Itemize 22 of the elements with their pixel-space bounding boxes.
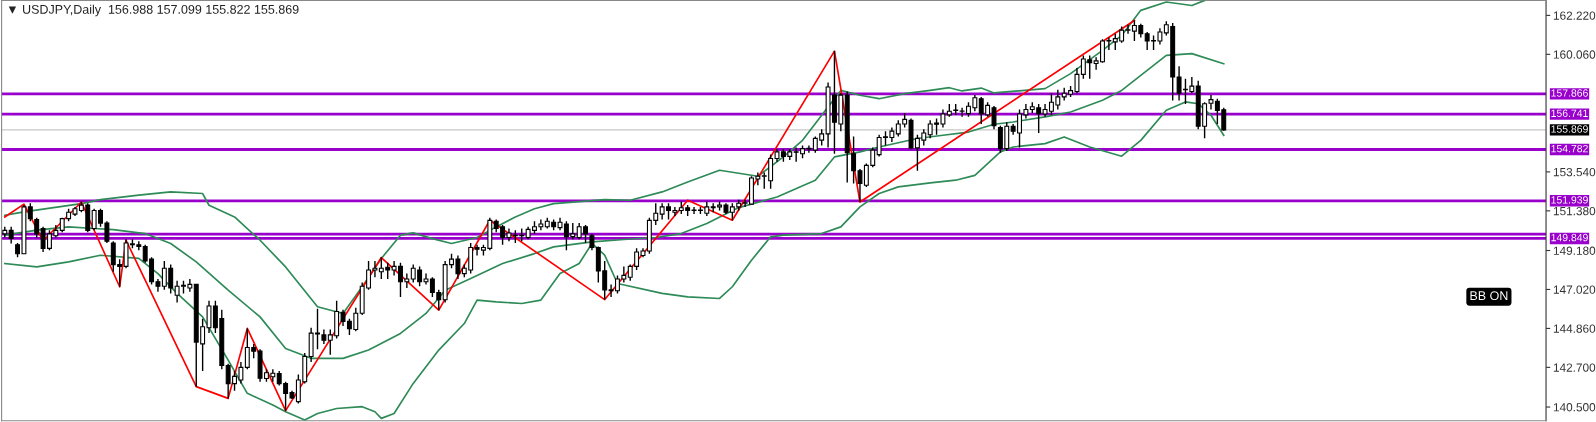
candlestick bbox=[27, 202, 33, 223]
ref-line-label: 155.869 bbox=[1551, 125, 1588, 133]
y-tick-label: 147.020 bbox=[1553, 285, 1596, 294]
line-series bbox=[3, 101, 1225, 421]
y-tick-label: 162.220 bbox=[1553, 11, 1596, 20]
candlestick bbox=[34, 217, 40, 239]
ref-line-label: 157.866 bbox=[1551, 89, 1588, 97]
line-series bbox=[3, 19, 1136, 412]
ref-line-label: 154.782 bbox=[1551, 144, 1588, 153]
y-tick-label: 153.540 bbox=[1553, 167, 1596, 177]
y-tick-label: 160.060 bbox=[1553, 50, 1596, 59]
chart-title: ▼ USDJPY,Daily 156.988 157.099 155.822 155.869 bbox=[8, 4, 299, 17]
y-tick-label: 140.500 bbox=[1553, 403, 1596, 412]
y-tick-label: 144.860 bbox=[1553, 324, 1596, 333]
y-tick-label: 151.380 bbox=[1553, 206, 1596, 216]
annotation: BB ON bbox=[1470, 291, 1508, 301]
ref-line-label: 149.849 bbox=[1551, 233, 1588, 242]
line-series bbox=[3, 52, 1225, 360]
y-tick-label: 142.700 bbox=[1553, 363, 1596, 372]
y-tick-label: 149.180 bbox=[1553, 246, 1596, 255]
ref-line-label: 156.741 bbox=[1551, 109, 1588, 117]
ref-line-label: 151.939 bbox=[1551, 196, 1588, 204]
